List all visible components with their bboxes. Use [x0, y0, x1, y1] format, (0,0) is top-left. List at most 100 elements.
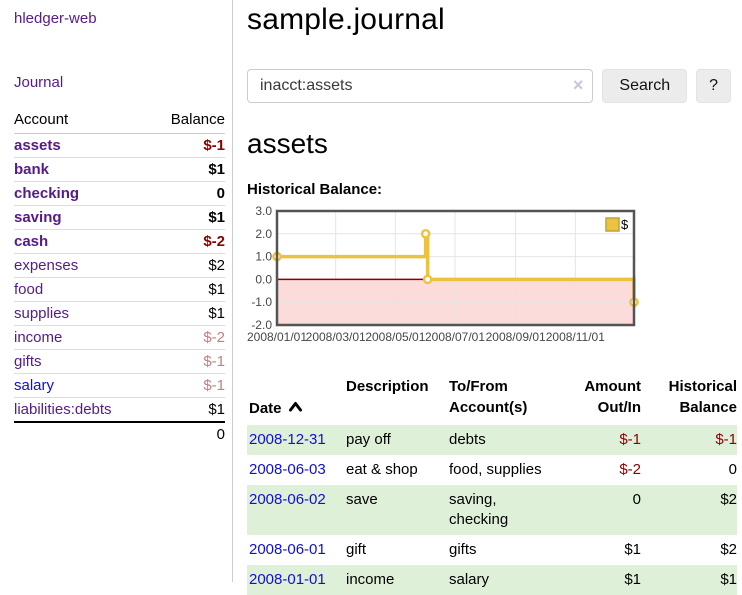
svg-text:2008/01/01: 2008/01/01	[247, 330, 307, 344]
transaction-date-link[interactable]: 2008-06-02	[249, 491, 326, 508]
transaction-description: gift	[346, 541, 367, 558]
clear-search-icon[interactable]: ×	[572, 75, 584, 95]
account-link[interactable]: supplies	[14, 305, 70, 322]
account-row: income $-2	[14, 325, 225, 350]
historical-balance-chart[interactable]: $3.0 2.0 1.0 0.0 -1.0 -2.0 2008/01/01 2008/03/0…	[247, 204, 738, 353]
transaction-date-link[interactable]: 2008-06-03	[249, 461, 326, 478]
transaction-balance: $2	[720, 491, 737, 508]
register-row: 2008-06-03 eat & shop food, supplies $-2 0	[247, 455, 737, 485]
account-link[interactable]: gifts	[14, 353, 42, 370]
svg-text:-2.0: -2.0	[251, 318, 272, 332]
account-balance: 0	[149, 181, 225, 206]
search-form: × Search ?	[247, 69, 731, 103]
svg-text:2008/09/01: 2008/09/01	[486, 330, 546, 344]
register-row: 2008-06-02 save saving, checking 0 $2	[247, 485, 737, 535]
account-balance: $-2	[149, 229, 225, 254]
account-balance: $1	[149, 397, 225, 422]
legend-label: $	[621, 217, 629, 232]
account-row: food $1	[14, 277, 225, 302]
account-row: cash $-2	[14, 229, 225, 254]
account-row: salary $-1	[14, 373, 225, 398]
account-row: assets $-1	[14, 134, 225, 158]
search-button[interactable]: Search	[602, 69, 688, 103]
account-link[interactable]: income	[14, 329, 63, 346]
svg-text:2008/11/01: 2008/11/01	[546, 330, 605, 344]
account-row: checking 0	[14, 181, 225, 206]
account-link[interactable]: expenses	[14, 257, 79, 274]
app-title-link[interactable]: hledger-web	[14, 10, 97, 27]
account-link[interactable]: assets	[14, 137, 61, 154]
register-row: 2008-12-31 pay off debts $-1 $-1	[247, 425, 737, 455]
account-balance: $2	[149, 253, 225, 278]
register-header-accounts: To/From Account(s)	[449, 378, 528, 416]
help-button[interactable]: ?	[696, 69, 731, 103]
svg-text:2008/07/01: 2008/07/01	[425, 330, 485, 344]
transaction-accounts: debts	[449, 431, 486, 448]
svg-text:2008/03/01: 2008/03/01	[306, 330, 366, 344]
account-row: expenses $2	[14, 253, 225, 278]
register-row: 2008-06-01 gift gifts $1 $2	[247, 535, 737, 565]
transaction-description: income	[346, 571, 395, 588]
accounts-column-header: Account	[14, 107, 150, 134]
account-balance: $1	[149, 157, 225, 182]
accounts-total-value: 0	[149, 421, 225, 446]
account-row: gifts $-1	[14, 349, 225, 374]
register-header-balance: Historical Balance	[668, 378, 737, 416]
legend-swatch	[605, 217, 620, 232]
account-row: supplies $1	[14, 301, 225, 326]
svg-text:2008/05/01: 2008/05/01	[365, 330, 425, 344]
svg-text:0.0: 0.0	[255, 272, 272, 286]
transaction-amount: $1	[624, 541, 641, 558]
account-link[interactable]: salary	[14, 377, 55, 394]
svg-text:1.0: 1.0	[255, 250, 272, 264]
sort-ascending-icon	[288, 397, 303, 418]
data-point-marker	[422, 274, 433, 285]
transaction-balance: 0	[728, 461, 737, 478]
svg-text:-1.0: -1.0	[251, 295, 272, 309]
chart-svg: $3.0 2.0 1.0 0.0 -1.0 -2.02008/01/012008/03/0…	[247, 204, 639, 344]
register-table: Date Description To/From Account(s) Amou…	[247, 374, 737, 595]
transaction-balance: $1	[720, 571, 737, 588]
balance-column-header: Balance	[149, 107, 225, 134]
transaction-description: pay off	[346, 431, 391, 448]
transaction-amount: 0	[632, 491, 641, 508]
main-content: sample.journal × Search ? assets Histori…	[233, 0, 742, 595]
register-header-date[interactable]: Date	[247, 374, 344, 425]
account-row: saving $1	[14, 205, 225, 230]
accounts-balance-table: Account Balance assets $-1 bank $1 checking 0…	[14, 107, 225, 446]
account-balance: $-2	[149, 325, 225, 350]
accounts-total-row: 0	[14, 421, 225, 446]
plot-border	[275, 209, 636, 327]
account-balance: $1	[149, 277, 225, 302]
chart-title: Historical Balance:	[247, 181, 383, 198]
page-title: sample.journal	[247, 3, 445, 36]
svg-text:3.0: 3.0	[255, 204, 272, 218]
account-row: liabilities:debts $1	[14, 397, 225, 422]
transaction-description: save	[346, 491, 378, 508]
register-row: 2008-01-01 income salary $1 $1	[247, 565, 737, 595]
search-input[interactable]	[247, 69, 594, 103]
account-balance: $1	[149, 301, 225, 326]
transaction-date-link[interactable]: 2008-06-01	[249, 541, 326, 558]
account-heading: assets	[247, 128, 328, 159]
data-point-marker	[420, 228, 431, 239]
account-row: bank $1	[14, 157, 225, 182]
sidebar: hledger-web Journal Account Balance asse…	[0, 0, 233, 582]
transaction-accounts: saving, checking	[449, 491, 509, 528]
sidebar-item-journal[interactable]: Journal	[14, 74, 64, 91]
account-link[interactable]: cash	[14, 233, 49, 250]
account-link[interactable]: checking	[14, 185, 80, 202]
transaction-date-link[interactable]: 2008-12-31	[249, 431, 326, 448]
transaction-date-link[interactable]: 2008-01-01	[249, 571, 326, 588]
account-balance: $-1	[203, 137, 225, 154]
account-balance: $1	[149, 205, 225, 230]
account-balance: $-1	[149, 349, 225, 374]
account-link[interactable]: saving	[14, 209, 62, 226]
account-link[interactable]: bank	[14, 161, 50, 178]
account-link[interactable]: liabilities:debts	[14, 401, 112, 418]
transaction-amount: $1	[624, 571, 641, 588]
register-header-description: Description	[346, 378, 429, 395]
transaction-accounts: gifts	[449, 541, 477, 558]
account-link[interactable]: food	[14, 281, 44, 298]
